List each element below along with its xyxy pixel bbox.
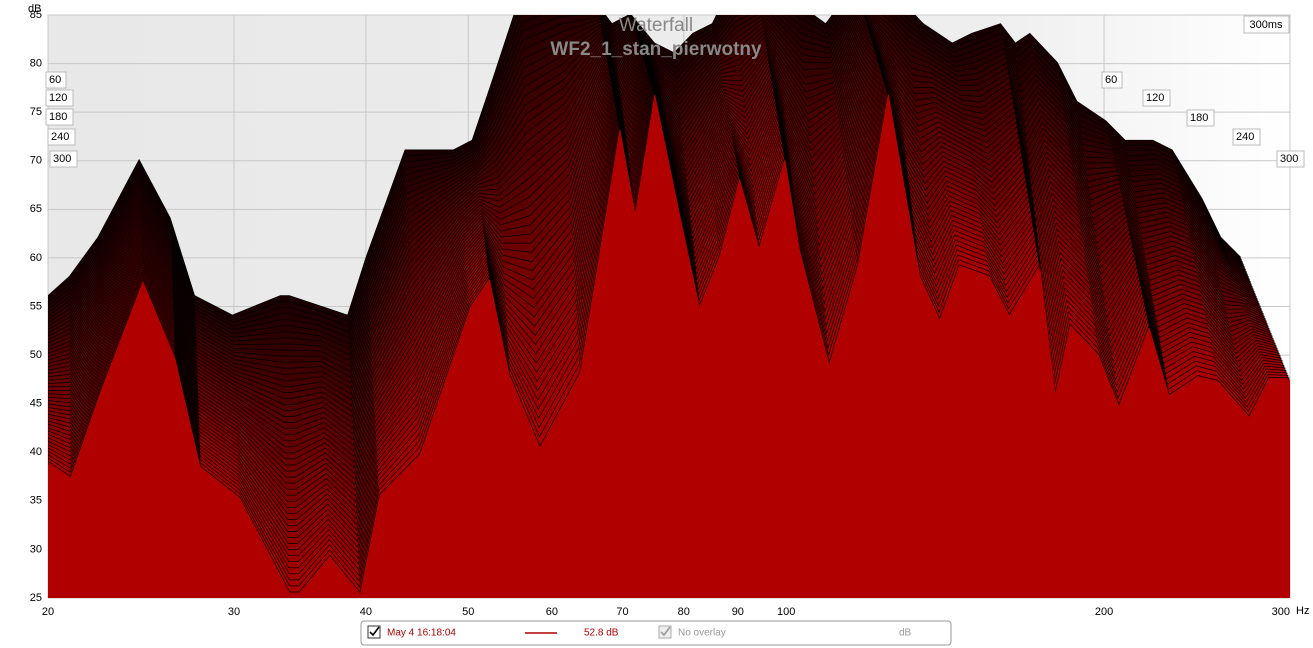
depth-label-box xyxy=(1101,71,1123,89)
y-tick-label: 30 xyxy=(30,543,42,555)
time-box xyxy=(1243,15,1290,34)
x-tick-label: 50 xyxy=(462,606,474,618)
x-tick-label: 30 xyxy=(228,606,240,618)
depth-label-box xyxy=(45,71,67,89)
legend-value: 52.8 dB xyxy=(584,628,619,639)
x-tick-label: 40 xyxy=(360,606,372,618)
x-tick-label: 200 xyxy=(1095,606,1113,618)
y-tick-label: 85 xyxy=(30,9,42,21)
chart-title: Waterfall xyxy=(619,15,693,36)
legend: May 4 16:18:04 52.8 dB No overlay dB xyxy=(360,620,952,646)
y-tick-label: 35 xyxy=(30,495,42,507)
legend-unit: dB xyxy=(899,628,912,639)
y-tick-label: 75 xyxy=(30,106,42,118)
y-axis-label: dB xyxy=(28,3,41,15)
depth-tick-label: 240 xyxy=(1236,131,1254,143)
x-tick-label: 80 xyxy=(678,606,690,618)
depth-label-box xyxy=(1276,150,1305,168)
y-tick-label: 65 xyxy=(30,203,42,215)
depth-tick-label: 60 xyxy=(1105,74,1117,86)
check xyxy=(660,626,671,637)
y-tick-label: 60 xyxy=(30,252,42,264)
check xyxy=(369,626,380,637)
x-tick-label: 100 xyxy=(777,606,795,618)
depth-label-box xyxy=(45,108,74,126)
y-tick-label: 50 xyxy=(30,349,42,361)
depth-label-box xyxy=(47,128,76,146)
x-tick-label: 90 xyxy=(732,606,744,618)
front-slice xyxy=(48,94,1290,598)
depth-tick-label: 120 xyxy=(1146,92,1164,104)
y-tick-label: 40 xyxy=(30,446,42,458)
x-tick-label: 60 xyxy=(546,606,558,618)
legend-overlay: No overlay xyxy=(678,628,726,639)
legend-date: May 4 16:18:04 xyxy=(387,628,456,639)
depth-label-box xyxy=(49,150,78,168)
y-tick-label: 55 xyxy=(30,300,42,312)
chart-subtitle: WF2_1_stan_pierwotny xyxy=(550,39,762,60)
depth-tick-label: 300 xyxy=(53,153,71,165)
x-tick-label: 20 xyxy=(42,606,54,618)
x-tick-label: 300 xyxy=(1272,606,1290,618)
legend-box xyxy=(360,620,952,646)
time-label: 300ms xyxy=(1249,19,1283,31)
depth-label-box xyxy=(1142,89,1171,107)
y-tick-label: 70 xyxy=(30,155,42,167)
y-tick-label: 80 xyxy=(30,57,42,69)
y-tick-label: 45 xyxy=(30,398,42,410)
depth-tick-label: 180 xyxy=(49,111,67,123)
depth-label-box xyxy=(1232,128,1261,146)
x-unit: Hz xyxy=(1296,605,1309,617)
depth-tick-label: 300 xyxy=(1280,153,1298,165)
depth-label-box xyxy=(1186,109,1215,127)
y-tick-label: 25 xyxy=(30,592,42,604)
depth-tick-label: 60 xyxy=(49,74,61,86)
depth-tick-label: 180 xyxy=(1190,112,1208,124)
depth-label-box xyxy=(45,89,74,107)
depth-tick-label: 240 xyxy=(51,131,69,143)
x-tick-label: 70 xyxy=(616,606,628,618)
depth-tick-label: 120 xyxy=(49,92,67,104)
